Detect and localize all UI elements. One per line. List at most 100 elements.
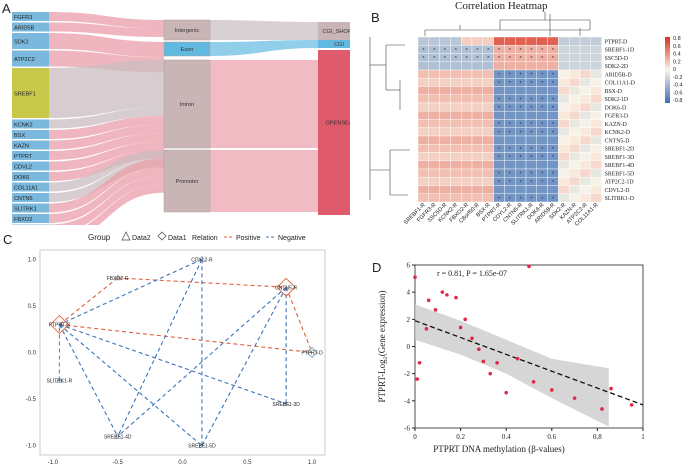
heatmap-cell	[460, 185, 473, 194]
heatmap-star: *	[552, 130, 555, 136]
heatmap-cell	[558, 177, 570, 186]
heatmap-cell	[471, 102, 484, 112]
heatmap-cell	[579, 45, 592, 54]
heatmap-cell	[450, 36, 462, 46]
heatmap-star: *	[498, 73, 501, 79]
heatmap-cell	[439, 78, 451, 87]
network-edge	[59, 323, 313, 354]
data-point	[445, 293, 449, 297]
heatmap-row-label: SDK2-2D	[605, 64, 629, 70]
triangle-icon	[121, 231, 131, 241]
heatmap-cell	[590, 111, 602, 120]
heatmap-star: *	[444, 56, 447, 62]
heatmap-row-label: SREBF1-1D	[605, 48, 635, 54]
heatmap-cell	[450, 144, 462, 153]
heatmap-cell	[428, 185, 440, 194]
heatmap-cell	[450, 111, 462, 120]
confidence-band	[415, 304, 609, 427]
node-label: SLITRK1-R	[47, 378, 73, 384]
heatmap-star: *	[455, 56, 458, 62]
heatmap-cell	[417, 69, 430, 79]
heatmap-star: *	[498, 172, 501, 178]
heatmap-row-label: ATP2C2-1D	[605, 180, 634, 186]
heatmap-cell	[525, 61, 538, 71]
heatmap-cell	[460, 69, 473, 79]
heatmap-star: *	[552, 56, 555, 62]
heatmap-cell	[493, 36, 505, 46]
heatmap-star: *	[530, 106, 533, 112]
heatmap-cell	[514, 61, 527, 71]
heatmap-cell	[439, 86, 451, 95]
y-tick: -6	[404, 425, 410, 433]
heatmap-cell	[482, 144, 494, 153]
heatmap-star: *	[541, 122, 544, 128]
heatmap-cell	[514, 86, 527, 95]
heatmap-cell	[558, 135, 570, 145]
heatmap-star: *	[530, 147, 533, 153]
heatmap-star: *	[541, 196, 544, 202]
heatmap-cell	[428, 61, 440, 71]
heatmap-cell	[439, 127, 451, 137]
heatmap-cell	[579, 168, 592, 178]
x-tick: 0.6	[547, 433, 556, 441]
heatmap-cell	[450, 193, 462, 203]
data-point	[454, 295, 458, 300]
heatmap-star: *	[498, 155, 501, 161]
heatmap-cell	[590, 119, 602, 128]
sankey-flow	[210, 150, 318, 212]
x-tick: 0.5	[243, 460, 252, 465]
heatmap-star: *	[509, 106, 512, 112]
correlation-annotation: r = 0.81, P = 1.65e-07	[437, 269, 507, 278]
panel-b-label: B	[371, 10, 380, 25]
heatmap-cell	[428, 135, 440, 145]
heatmap-cell	[568, 135, 581, 145]
legend-data2: Data2	[132, 235, 151, 242]
heatmap-row-label: CDVL2-D	[605, 188, 630, 194]
heatmap-star: *	[498, 106, 501, 112]
data-point	[470, 336, 474, 341]
heatmap-cell	[417, 78, 430, 87]
heatmap-cell	[439, 185, 451, 194]
heatmap-cell	[417, 127, 430, 137]
heatmap-cell	[482, 119, 494, 128]
heatmap-star: *	[509, 122, 512, 128]
heatmap-cell	[504, 160, 516, 170]
heatmap-row-label: KAZN-D	[605, 122, 627, 128]
heatmap-cell	[493, 185, 505, 194]
heatmap-star: *	[541, 130, 544, 136]
region-node	[163, 149, 211, 213]
heatmap-star: *	[530, 56, 533, 62]
heatmap-cell	[439, 69, 451, 79]
gene-label: SREBF1	[14, 92, 36, 98]
heatmap-cell	[504, 135, 516, 145]
heatmap-cell	[590, 69, 602, 79]
heatmap-cell	[450, 119, 462, 128]
heatmap-row-label: SDK2-1D	[605, 97, 629, 103]
heatmap-star: *	[552, 147, 555, 153]
heatmap-cell	[568, 177, 581, 186]
node-diamond	[49, 314, 70, 335]
heatmap-cell	[568, 61, 581, 71]
gene-node	[12, 193, 49, 202]
heatmap-star: *	[509, 73, 512, 79]
heatmap-cell	[439, 160, 451, 170]
heatmap-cell	[471, 94, 484, 104]
heatmap-cell	[525, 160, 538, 170]
data-point	[463, 317, 467, 322]
heatmap-cell	[460, 119, 473, 128]
network-edge	[59, 324, 203, 447]
gene-label: SLITRK1	[14, 207, 37, 213]
heatmap-star: *	[520, 56, 523, 62]
heatmap-cell	[450, 152, 462, 161]
panel-c-label: C	[3, 232, 13, 247]
heatmap-cell	[439, 61, 451, 71]
heatmap-cell	[428, 152, 440, 161]
legend-tick: 0.2	[673, 59, 681, 65]
heatmap-cell	[428, 94, 440, 104]
heatmap-cell	[590, 135, 602, 145]
heatmap-cell	[514, 36, 527, 46]
gene-node	[12, 119, 49, 129]
heatmap-star: *	[530, 196, 533, 202]
heatmap-cell	[590, 53, 602, 62]
heatmap-cell	[558, 160, 570, 170]
